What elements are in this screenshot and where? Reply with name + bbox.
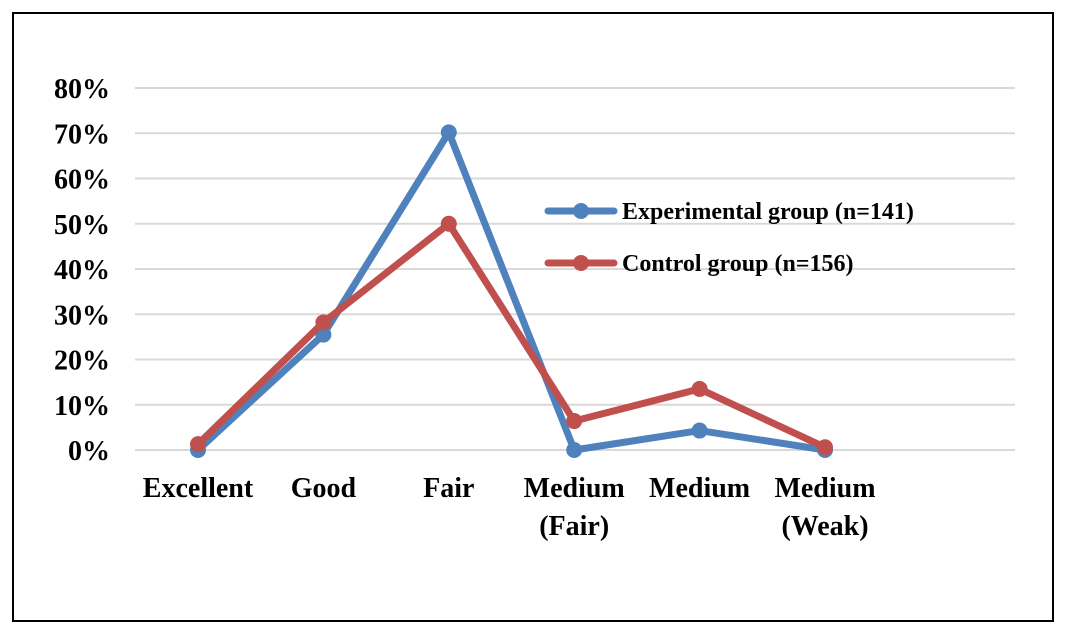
y-tick-label: 40% bbox=[54, 255, 110, 286]
data-point bbox=[190, 436, 206, 453]
data-point bbox=[315, 314, 332, 331]
y-tick-label: 10% bbox=[54, 391, 110, 422]
y-tick-label: 60% bbox=[54, 165, 110, 196]
x-tick-label: Medium bbox=[649, 473, 750, 504]
legend-marker bbox=[573, 203, 589, 219]
y-tick-label: 0% bbox=[68, 436, 110, 467]
x-tick-label: Fair bbox=[423, 473, 474, 504]
x-tick-label: Medium (Fair) bbox=[524, 473, 625, 542]
x-tick-label: Medium (Weak) bbox=[774, 473, 875, 542]
series-line-1 bbox=[194, 128, 829, 454]
data-point bbox=[566, 413, 583, 430]
legend-label: Control group (n=156) bbox=[622, 251, 853, 277]
y-tick-label: 70% bbox=[54, 119, 110, 150]
series-line-2 bbox=[194, 220, 829, 451]
data-point bbox=[440, 215, 457, 232]
data-point bbox=[817, 439, 833, 456]
x-tick-label: Good bbox=[291, 473, 357, 504]
data-point bbox=[440, 124, 457, 141]
y-tick-label: 50% bbox=[54, 210, 110, 241]
data-point bbox=[566, 442, 583, 458]
legend-label: Experimental group (n=141) bbox=[622, 199, 914, 225]
y-tick-label: 30% bbox=[54, 300, 110, 331]
y-tick-label: 20% bbox=[54, 346, 110, 377]
data-point bbox=[691, 422, 708, 439]
x-tick-label: Excellent bbox=[143, 473, 254, 504]
y-tick-label: 80% bbox=[54, 74, 110, 105]
data-point bbox=[691, 380, 708, 397]
chart-frame bbox=[12, 12, 1054, 622]
legend-marker bbox=[573, 255, 589, 271]
